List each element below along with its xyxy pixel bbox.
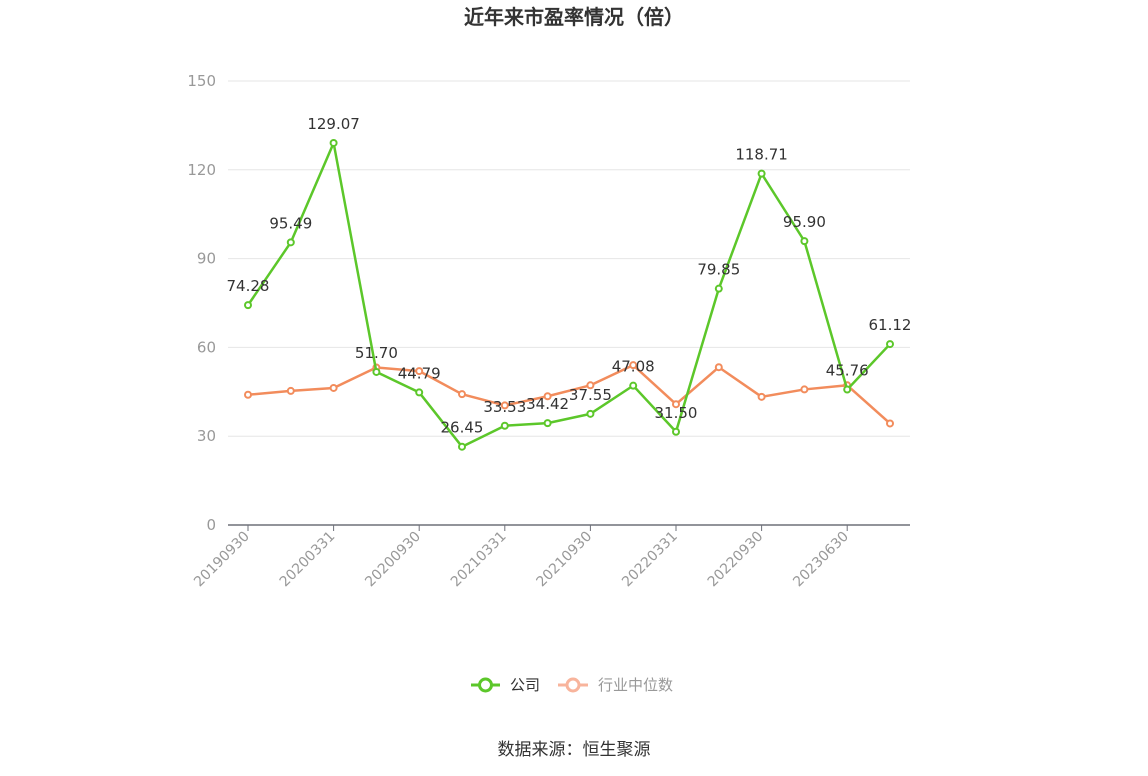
y-tick-label: 0 <box>206 516 216 534</box>
data-label-company: 61.12 <box>869 316 912 334</box>
data-point-industry-median[interactable] <box>543 392 552 401</box>
data-label-company: 79.85 <box>697 261 740 279</box>
data-point-company[interactable] <box>843 385 852 394</box>
data-label-company: 31.50 <box>655 404 698 422</box>
data-point-company[interactable] <box>543 419 552 428</box>
data-label-company: 44.79 <box>398 364 441 382</box>
x-tick-label: 20210930 <box>534 529 596 591</box>
y-tick-label: 120 <box>187 161 216 179</box>
x-tick-label: 20220930 <box>705 529 767 591</box>
chart-title: 近年来市盈率情况（倍） <box>464 5 684 29</box>
data-label-company: 45.76 <box>826 362 869 380</box>
data-point-company[interactable] <box>500 421 509 430</box>
data-label-company: 51.70 <box>355 344 398 362</box>
data-point-industry-median[interactable] <box>500 401 509 410</box>
x-tick-label: 20210331 <box>448 529 510 591</box>
data-label-company: 118.71 <box>735 146 788 164</box>
data-point-company[interactable] <box>329 138 338 147</box>
data-point-industry-median[interactable] <box>629 361 638 370</box>
data-point-industry-median[interactable] <box>800 385 809 394</box>
data-label-company: 95.49 <box>269 214 312 232</box>
data-point-industry-median[interactable] <box>714 363 723 372</box>
legend: 公司 行业中位数 <box>471 676 673 694</box>
data-point-industry-median[interactable] <box>329 383 338 392</box>
data-point-industry-median[interactable] <box>415 367 424 376</box>
data-point-company[interactable] <box>372 367 381 376</box>
series-lines <box>244 138 894 451</box>
legend-item-company[interactable]: 公司 <box>471 676 540 694</box>
y-tick-label: 30 <box>197 427 216 445</box>
y-tick-label: 150 <box>187 72 216 90</box>
x-tick-label: 20200930 <box>362 529 424 591</box>
data-label-company: 129.07 <box>307 115 360 133</box>
data-point-company[interactable] <box>415 388 424 397</box>
legend-company-label: 公司 <box>510 676 540 694</box>
legend-industry-label: 行业中位数 <box>598 676 673 694</box>
series-line-industry-median <box>247 363 891 425</box>
data-point-company[interactable] <box>800 237 809 246</box>
data-point-company[interactable] <box>458 442 466 451</box>
data-label-company: 33.53 <box>483 398 526 416</box>
data-point-industry-median[interactable] <box>672 400 680 409</box>
x-tick-label: 20220331 <box>619 529 681 591</box>
data-label-company: 34.42 <box>526 395 569 413</box>
data-point-company[interactable] <box>586 409 595 418</box>
x-tick-label: 20200331 <box>277 529 339 591</box>
x-axis: 20190930 20200331 20200930 20210331 20210930… <box>191 524 910 591</box>
data-point-company[interactable] <box>886 340 894 349</box>
data-label-company: 37.55 <box>569 386 612 404</box>
data-point-company[interactable] <box>757 169 766 178</box>
y-tick-label: 90 <box>197 250 216 268</box>
data-point-industry-median[interactable] <box>757 392 766 401</box>
legend-industry-marker-icon <box>565 677 581 693</box>
data-point-industry-median[interactable] <box>286 386 295 395</box>
x-tick-label: 20190930 <box>191 529 253 591</box>
data-label-company: 95.90 <box>783 213 826 231</box>
y-tick-label: 60 <box>197 338 216 356</box>
data-point-industry-median[interactable] <box>244 390 252 399</box>
data-point-company[interactable] <box>286 238 295 247</box>
data-label-company: 74.28 <box>227 277 270 295</box>
data-point-company[interactable] <box>244 301 252 310</box>
legend-company-marker-icon <box>478 677 493 693</box>
y-axis: 0 30 60 90 120 150 <box>187 72 216 534</box>
series-line-company <box>246 141 891 448</box>
data-label-company: 47.08 <box>612 358 655 376</box>
data-label-company: 26.45 <box>441 419 484 437</box>
data-point-industry-median[interactable] <box>586 381 595 390</box>
grid-lines <box>228 80 910 437</box>
data-point-company[interactable] <box>714 284 723 293</box>
data-point-industry-median[interactable] <box>458 390 466 399</box>
x-tick-label: 20230630 <box>790 529 852 591</box>
data-point-company[interactable] <box>629 381 638 390</box>
data-source: 数据来源：恒生聚源 <box>498 740 651 760</box>
data-point-industry-median[interactable] <box>886 419 894 428</box>
data-point-company[interactable] <box>672 427 680 436</box>
legend-item-industry-median[interactable]: 行业中位数 <box>558 676 673 694</box>
